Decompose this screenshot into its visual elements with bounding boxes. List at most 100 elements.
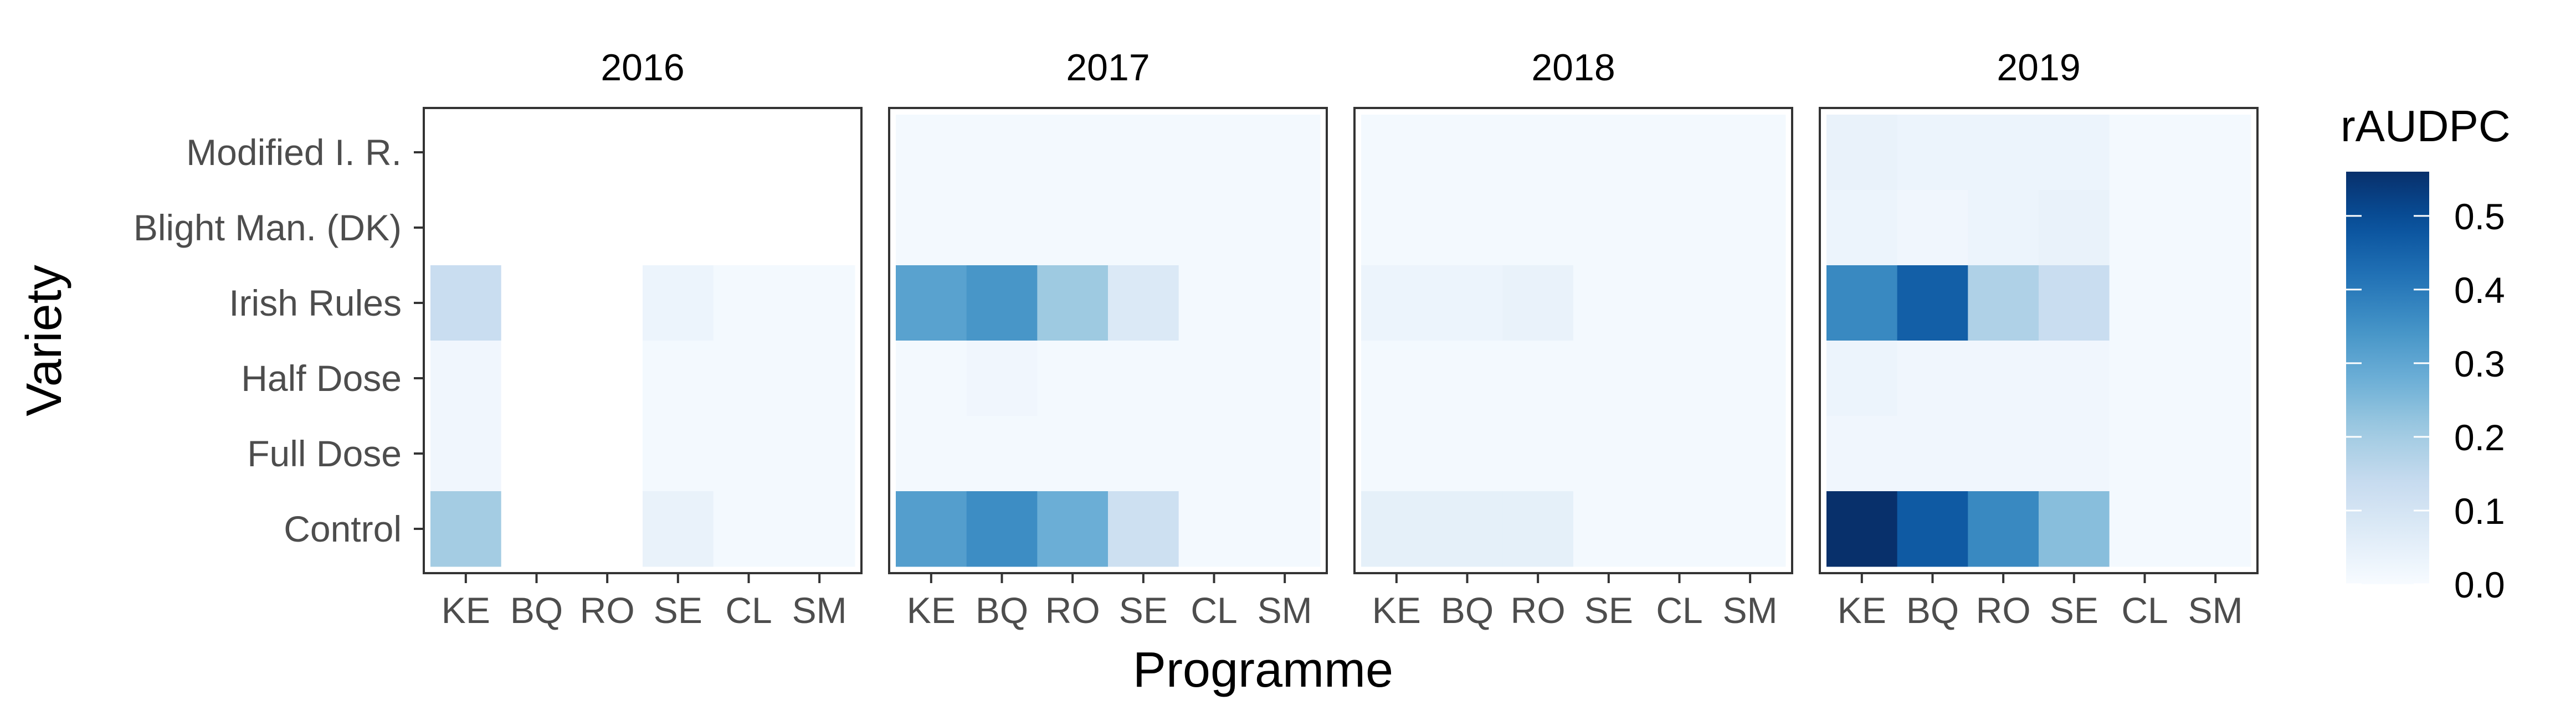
x-tick-label: BQ	[510, 590, 563, 631]
y-axis: Modified I. R. Blight Man. (DK) Irish Rule…	[134, 132, 424, 549]
heatmap-cell	[713, 416, 784, 492]
heatmap-cell	[1037, 491, 1109, 567]
heatmap-cell	[643, 190, 714, 266]
heatmap-cell	[1826, 491, 1898, 567]
heatmap-cell	[1037, 115, 1109, 190]
facet-panels: 2016 KE BQ RO SE CL SM 2017 KE BQ RO SE CL SM 2018 KE BQ…	[423, 47, 2259, 631]
heatmap-cell	[2180, 265, 2251, 341]
heatmap-cell	[2109, 491, 2180, 567]
heatmap-cell	[713, 115, 784, 190]
panel-border	[423, 107, 863, 574]
x-tick-label: SM	[1723, 590, 1778, 631]
heatmap-cell	[572, 265, 643, 341]
heatmap-cell	[1715, 416, 1786, 492]
heatmap-cell	[1108, 341, 1179, 416]
heatmap-cell	[572, 115, 643, 190]
heatmap-cell	[1644, 416, 1715, 492]
x-axis-title: Programme	[1133, 642, 1393, 698]
x-tick-label: SM	[2188, 590, 2243, 631]
heatmap-cell	[2039, 115, 2110, 190]
heatmap-cell	[1826, 115, 1898, 190]
heatmap-cell	[784, 341, 855, 416]
heatmap-cell	[713, 341, 784, 416]
heatmap-cell	[1108, 265, 1179, 341]
heatmap-cell	[501, 190, 572, 266]
heatmap-cell	[1361, 265, 1433, 341]
heatmap-cell	[430, 265, 502, 341]
heatmap-cell	[784, 265, 855, 341]
facet-label: 2016	[601, 47, 684, 89]
heatmap-cell	[1178, 416, 1250, 492]
x-tick-label: BQ	[976, 590, 1028, 631]
y-tick-label: Blight Man. (DK)	[134, 207, 402, 248]
heatmap-cell	[896, 115, 967, 190]
heatmap-cell	[430, 190, 502, 266]
heatmap-cell	[2109, 265, 2180, 341]
heatmap-cell	[2109, 190, 2180, 266]
heatmap-cell	[1502, 341, 1574, 416]
heatmap-cell	[2180, 341, 2251, 416]
heatmap-cell	[1715, 491, 1786, 567]
x-tick-label: RO	[1976, 590, 2031, 631]
heatmap-cell	[2109, 341, 2180, 416]
heatmap-cell	[966, 341, 1038, 416]
heatmap-cell	[1644, 190, 1715, 266]
y-tick-label: Control	[284, 508, 402, 549]
heatmap-cell	[1968, 115, 2039, 190]
heatmap-cell	[896, 190, 967, 266]
heatmap-cell	[1249, 491, 1321, 567]
heatmap-cell	[1361, 491, 1433, 567]
heatmap-cell	[501, 265, 572, 341]
x-tick-label: CL	[725, 590, 772, 631]
x-tick-label: SM	[1258, 590, 1312, 631]
heatmap-cell	[1644, 491, 1715, 567]
heatmap-cell	[1715, 115, 1786, 190]
heatmap-cell	[643, 115, 714, 190]
heatmap-cell	[1968, 416, 2039, 492]
heatmap-cell	[1715, 265, 1786, 341]
y-tick-label: Full Dose	[247, 433, 402, 474]
heatmap-cell	[1573, 265, 1645, 341]
heatmap-cell	[1968, 341, 2039, 416]
legend: rAUDPC 0.0 0.1 0.2 0.3 0.4 0.5	[2341, 101, 2511, 605]
y-tick-label: Irish Rules	[229, 282, 402, 323]
heatmap-cell	[2039, 491, 2110, 567]
heatmap-cell	[1502, 190, 1574, 266]
heatmap-cell	[501, 341, 572, 416]
heatmap-cell	[1897, 341, 1968, 416]
heatmap-cell	[2180, 190, 2251, 266]
heatmap-cell	[1037, 341, 1109, 416]
x-tick-label: SE	[2050, 590, 2098, 631]
legend-title: rAUDPC	[2341, 101, 2511, 151]
facet-label: 2019	[1997, 47, 2080, 89]
x-tick-label: RO	[1045, 590, 1100, 631]
heatmap-cell	[1037, 190, 1109, 266]
x-tick-label: KE	[1372, 590, 1421, 631]
heatmap-cell	[1108, 491, 1179, 567]
heatmap-cell	[2180, 115, 2251, 190]
heatmap-cell	[1361, 115, 1433, 190]
x-tick-label: KE	[907, 590, 956, 631]
heatmap-cell	[1826, 341, 1898, 416]
y-tick-label: Modified I. R.	[186, 132, 402, 173]
heatmap-cell	[1249, 190, 1321, 266]
heatmap-cell	[501, 416, 572, 492]
heatmap-cell	[572, 416, 643, 492]
legend-tick-label: 0.2	[2454, 417, 2505, 458]
heatmap-cell	[1573, 115, 1645, 190]
heatmap-cell	[643, 416, 714, 492]
legend-tick-label: 0.5	[2454, 196, 2505, 237]
legend-tick-label: 0.1	[2454, 491, 2505, 532]
heatmap-cell	[501, 491, 572, 567]
heatmap-cell	[1826, 190, 1898, 266]
heatmap-cell	[430, 491, 502, 567]
x-tick-label: KE	[442, 590, 490, 631]
heatmap-cell	[2039, 190, 2110, 266]
heatmap-cell	[713, 491, 784, 567]
heatmap-cell	[1968, 491, 2039, 567]
x-tick-label: KE	[1838, 590, 1886, 631]
heatmap-cell	[1178, 341, 1250, 416]
heatmap-cell	[643, 341, 714, 416]
heatmap-cell	[1037, 416, 1109, 492]
